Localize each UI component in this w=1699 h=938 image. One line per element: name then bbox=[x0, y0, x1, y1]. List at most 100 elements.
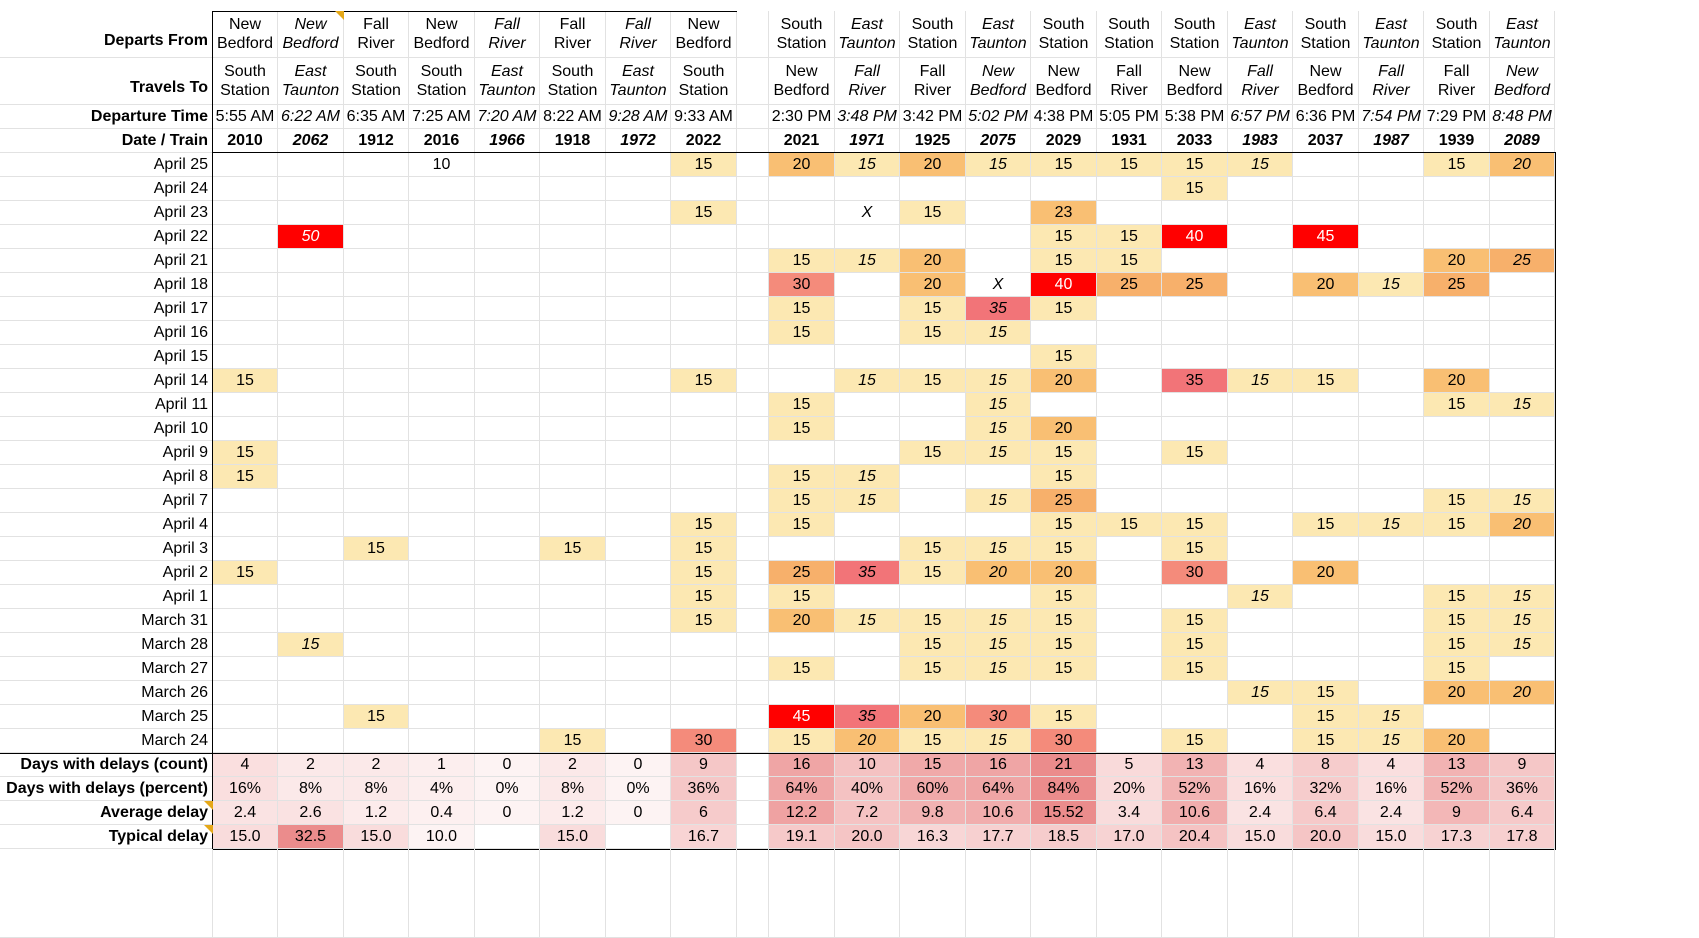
train-number-2029[interactable]: 2029 bbox=[1031, 129, 1097, 153]
summary-count-cell[interactable]: 1 bbox=[409, 753, 475, 777]
date-label[interactable]: April 8 bbox=[0, 465, 213, 489]
summary-percent-cell[interactable]: 20% bbox=[1097, 777, 1162, 801]
summary-percent-cell[interactable]: 8% bbox=[278, 777, 344, 801]
summary-typical-cell[interactable]: 17.3 bbox=[1424, 825, 1490, 849]
summary-count-cell[interactable]: 13 bbox=[1424, 753, 1490, 777]
delay-cell[interactable] bbox=[475, 153, 540, 177]
delay-cell[interactable]: 20 bbox=[1490, 513, 1555, 537]
delay-cell[interactable] bbox=[344, 249, 409, 273]
delay-cell[interactable] bbox=[1490, 417, 1555, 441]
departs-from-1972[interactable]: Fall River bbox=[606, 11, 671, 58]
delay-cell[interactable] bbox=[540, 681, 606, 705]
summary-typical-cell[interactable]: 17.7 bbox=[966, 825, 1031, 849]
summary-count-cell[interactable]: 4 bbox=[213, 753, 278, 777]
delay-cell[interactable] bbox=[475, 633, 540, 657]
delay-cell[interactable]: 20 bbox=[835, 729, 900, 753]
delay-cell[interactable] bbox=[1293, 249, 1359, 273]
departure-time-1987[interactable]: 7:54 PM bbox=[1359, 105, 1424, 129]
delay-cell[interactable] bbox=[606, 417, 671, 441]
delay-cell[interactable] bbox=[1162, 585, 1228, 609]
delay-cell[interactable] bbox=[475, 345, 540, 369]
delay-cell[interactable] bbox=[1228, 633, 1293, 657]
train-number-2089[interactable]: 2089 bbox=[1490, 129, 1555, 153]
travels-to-1972[interactable]: East Taunton bbox=[606, 58, 671, 105]
delay-cell[interactable]: 15 bbox=[1031, 585, 1097, 609]
delay-cell[interactable] bbox=[475, 321, 540, 345]
delay-cell[interactable]: 15 bbox=[1424, 153, 1490, 177]
summary-typical-cell[interactable]: 20.0 bbox=[835, 825, 900, 849]
departure-time-1912[interactable]: 6:35 AM bbox=[344, 105, 409, 129]
delay-cell[interactable] bbox=[409, 177, 475, 201]
departure-time-2016[interactable]: 7:25 AM bbox=[409, 105, 475, 129]
delay-cell[interactable]: 15 bbox=[1162, 633, 1228, 657]
delay-cell[interactable] bbox=[1293, 489, 1359, 513]
delay-cell[interactable]: 10 bbox=[409, 153, 475, 177]
delay-cell[interactable] bbox=[1359, 657, 1424, 681]
summary-average-cell[interactable]: 6 bbox=[671, 801, 737, 825]
departure-time-1931[interactable]: 5:05 PM bbox=[1097, 105, 1162, 129]
delay-cell[interactable]: 15 bbox=[1097, 153, 1162, 177]
delay-cell[interactable]: 15 bbox=[966, 537, 1031, 561]
date-label[interactable]: April 22 bbox=[0, 225, 213, 249]
delay-cell[interactable] bbox=[344, 153, 409, 177]
delay-cell[interactable]: 15 bbox=[966, 489, 1031, 513]
delay-cell[interactable] bbox=[671, 705, 737, 729]
delay-cell[interactable] bbox=[1162, 393, 1228, 417]
train-number-1918[interactable]: 1918 bbox=[540, 129, 606, 153]
delay-cell[interactable] bbox=[1228, 705, 1293, 729]
delay-cell[interactable]: 15 bbox=[835, 153, 900, 177]
delay-cell[interactable] bbox=[213, 729, 278, 753]
summary-percent-cell[interactable]: 32% bbox=[1293, 777, 1359, 801]
delay-cell[interactable] bbox=[1424, 417, 1490, 441]
delay-cell[interactable]: 40 bbox=[1162, 225, 1228, 249]
delay-cell[interactable] bbox=[1359, 681, 1424, 705]
delay-cell[interactable] bbox=[1359, 369, 1424, 393]
delay-cell[interactable] bbox=[344, 465, 409, 489]
summary-average-cell[interactable]: 10.6 bbox=[966, 801, 1031, 825]
date-label[interactable]: April 1 bbox=[0, 585, 213, 609]
delay-cell[interactable]: 15 bbox=[769, 489, 835, 513]
delay-cell[interactable] bbox=[213, 297, 278, 321]
delay-cell[interactable]: 15 bbox=[769, 297, 835, 321]
delay-cell[interactable]: 15 bbox=[835, 489, 900, 513]
delay-cell[interactable] bbox=[1162, 249, 1228, 273]
delay-cell[interactable] bbox=[278, 729, 344, 753]
delay-cell[interactable] bbox=[769, 633, 835, 657]
departure-time-2022[interactable]: 9:33 AM bbox=[671, 105, 737, 129]
delay-cell[interactable]: 15 bbox=[1031, 441, 1097, 465]
summary-percent-cell[interactable]: 0% bbox=[606, 777, 671, 801]
delay-cell[interactable] bbox=[835, 393, 900, 417]
delay-cell[interactable] bbox=[213, 489, 278, 513]
summary-typical-cell[interactable]: 15.0 bbox=[1359, 825, 1424, 849]
delay-cell[interactable] bbox=[1228, 297, 1293, 321]
delay-cell[interactable] bbox=[835, 441, 900, 465]
delay-cell[interactable] bbox=[409, 297, 475, 321]
summary-label-average[interactable]: Average delay bbox=[0, 801, 213, 825]
delay-cell[interactable] bbox=[671, 177, 737, 201]
delay-cell[interactable] bbox=[278, 585, 344, 609]
summary-average-cell[interactable]: 10.6 bbox=[1162, 801, 1228, 825]
delay-cell[interactable] bbox=[835, 321, 900, 345]
delay-cell[interactable] bbox=[966, 177, 1031, 201]
delay-cell[interactable]: 15 bbox=[900, 321, 966, 345]
delay-cell[interactable] bbox=[409, 657, 475, 681]
delay-cell[interactable] bbox=[475, 417, 540, 441]
date-label[interactable]: April 24 bbox=[0, 177, 213, 201]
delay-cell[interactable] bbox=[278, 249, 344, 273]
delay-cell[interactable]: 20 bbox=[966, 561, 1031, 585]
delay-cell[interactable] bbox=[835, 417, 900, 441]
summary-percent-cell[interactable]: 16% bbox=[1228, 777, 1293, 801]
delay-cell[interactable]: 15 bbox=[769, 513, 835, 537]
delay-cell[interactable] bbox=[409, 225, 475, 249]
date-label[interactable]: April 11 bbox=[0, 393, 213, 417]
date-label[interactable]: April 21 bbox=[0, 249, 213, 273]
delay-cell[interactable] bbox=[1424, 465, 1490, 489]
delay-cell[interactable] bbox=[475, 465, 540, 489]
train-number-2037[interactable]: 2037 bbox=[1293, 129, 1359, 153]
delay-cell[interactable]: 15 bbox=[835, 369, 900, 393]
delay-cell[interactable] bbox=[1359, 609, 1424, 633]
summary-typical-cell[interactable]: 32.5 bbox=[278, 825, 344, 849]
delay-cell[interactable] bbox=[213, 153, 278, 177]
delay-cell[interactable] bbox=[1490, 345, 1555, 369]
delay-cell[interactable] bbox=[900, 393, 966, 417]
